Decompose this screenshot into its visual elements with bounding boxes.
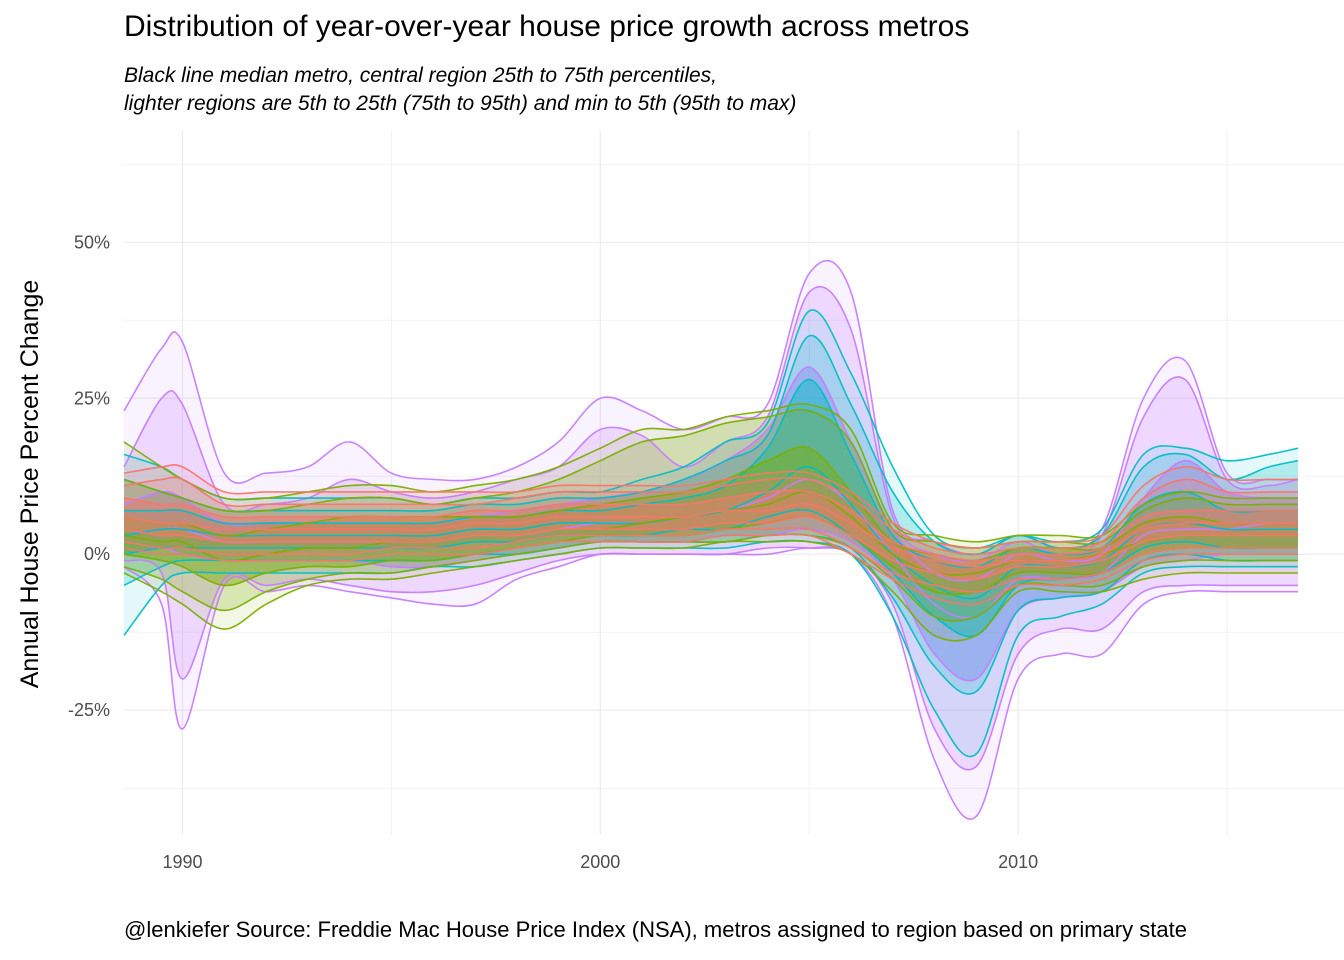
band-25-75-1: [124, 379, 1298, 637]
y-tick-label: 25%: [74, 388, 110, 408]
series-line-p5-2: [123, 533, 1298, 622]
chart-subtitle-line-2: lighter regions are 5th to 25th (75th to…: [124, 92, 797, 115]
y-tick-label: -25%: [68, 700, 110, 720]
series-line-p95-1: [123, 335, 1299, 556]
chart-caption: @lenkiefer Source: Freddie Mac House Pri…: [124, 917, 1187, 942]
y-axis-label: Annual House Price Percent Change: [16, 280, 44, 689]
lines-layer: [123, 259, 1299, 820]
y-tick-label: 0%: [84, 544, 110, 564]
grid: [124, 130, 1344, 835]
bands-layer: [124, 260, 1298, 820]
band-min-max-2: [124, 403, 1298, 641]
series-line-min-2: [123, 540, 1298, 642]
series-line-max-1: [123, 309, 1299, 549]
series-line-p95-0: [123, 285, 1299, 563]
band-min-max-1: [124, 309, 1298, 757]
series-line-median-3: [123, 503, 1298, 568]
x-axis-ticks: 1990 2000 2010: [162, 852, 1038, 872]
band-min-max-0: [124, 260, 1298, 820]
y-tick-label: 50%: [74, 232, 110, 252]
series-line-max-3: [123, 463, 1298, 549]
series-line-p5-3: [123, 527, 1298, 593]
chart-subtitle-line-1: Black line median metro, central region …: [124, 64, 717, 87]
series-line-p5-0: [123, 546, 1298, 771]
x-tick-label: 1990: [162, 852, 202, 872]
x-tick-label: 2010: [998, 852, 1038, 872]
band-25-75-2: [124, 446, 1298, 595]
y-axis-ticks: -25% 0% 25% 50%: [68, 232, 110, 720]
series-line-p95-3: [123, 476, 1298, 556]
series-line-p75-3: [123, 489, 1298, 562]
series-line-p25-3: [123, 515, 1298, 581]
series-line-min-1: [123, 539, 1298, 758]
series-line-max-0: [123, 259, 1299, 556]
band-5-95-0: [124, 286, 1298, 770]
series-line-min-3: [123, 533, 1298, 606]
chart-title: Distribution of year-over-year house pri…: [124, 10, 970, 43]
x-tick-label: 2000: [580, 852, 620, 872]
